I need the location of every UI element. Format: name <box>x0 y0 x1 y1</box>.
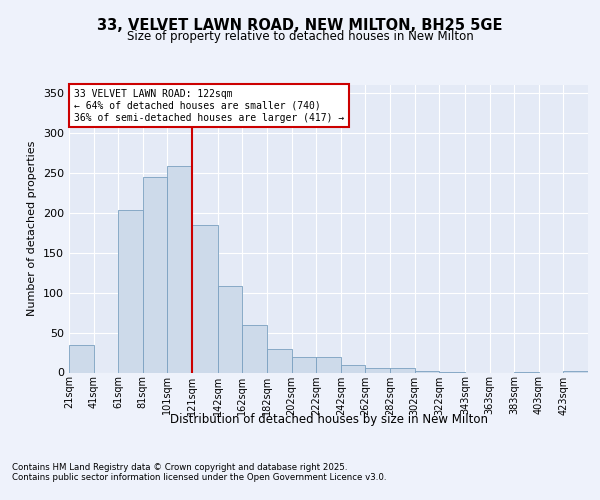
Text: Size of property relative to detached houses in New Milton: Size of property relative to detached ho… <box>127 30 473 43</box>
Bar <box>563 371 588 372</box>
Bar <box>341 364 365 372</box>
Bar <box>69 344 94 372</box>
Y-axis label: Number of detached properties: Number of detached properties <box>28 141 37 316</box>
Text: Contains public sector information licensed under the Open Government Licence v3: Contains public sector information licen… <box>12 472 386 482</box>
Bar <box>118 210 143 372</box>
Bar <box>267 348 292 372</box>
Bar <box>316 358 341 372</box>
Bar <box>143 177 167 372</box>
Bar <box>192 225 218 372</box>
Bar <box>242 324 267 372</box>
Text: Contains HM Land Registry data © Crown copyright and database right 2025.: Contains HM Land Registry data © Crown c… <box>12 462 347 471</box>
Bar <box>365 368 390 372</box>
Text: 33 VELVET LAWN ROAD: 122sqm
← 64% of detached houses are smaller (740)
36% of se: 33 VELVET LAWN ROAD: 122sqm ← 64% of det… <box>74 90 344 122</box>
Text: 33, VELVET LAWN ROAD, NEW MILTON, BH25 5GE: 33, VELVET LAWN ROAD, NEW MILTON, BH25 5… <box>97 18 503 32</box>
Bar <box>390 368 415 372</box>
Bar <box>167 166 192 372</box>
Bar <box>218 286 242 372</box>
Text: Distribution of detached houses by size in New Milton: Distribution of detached houses by size … <box>170 412 488 426</box>
Bar <box>292 358 316 372</box>
Bar <box>415 371 439 372</box>
